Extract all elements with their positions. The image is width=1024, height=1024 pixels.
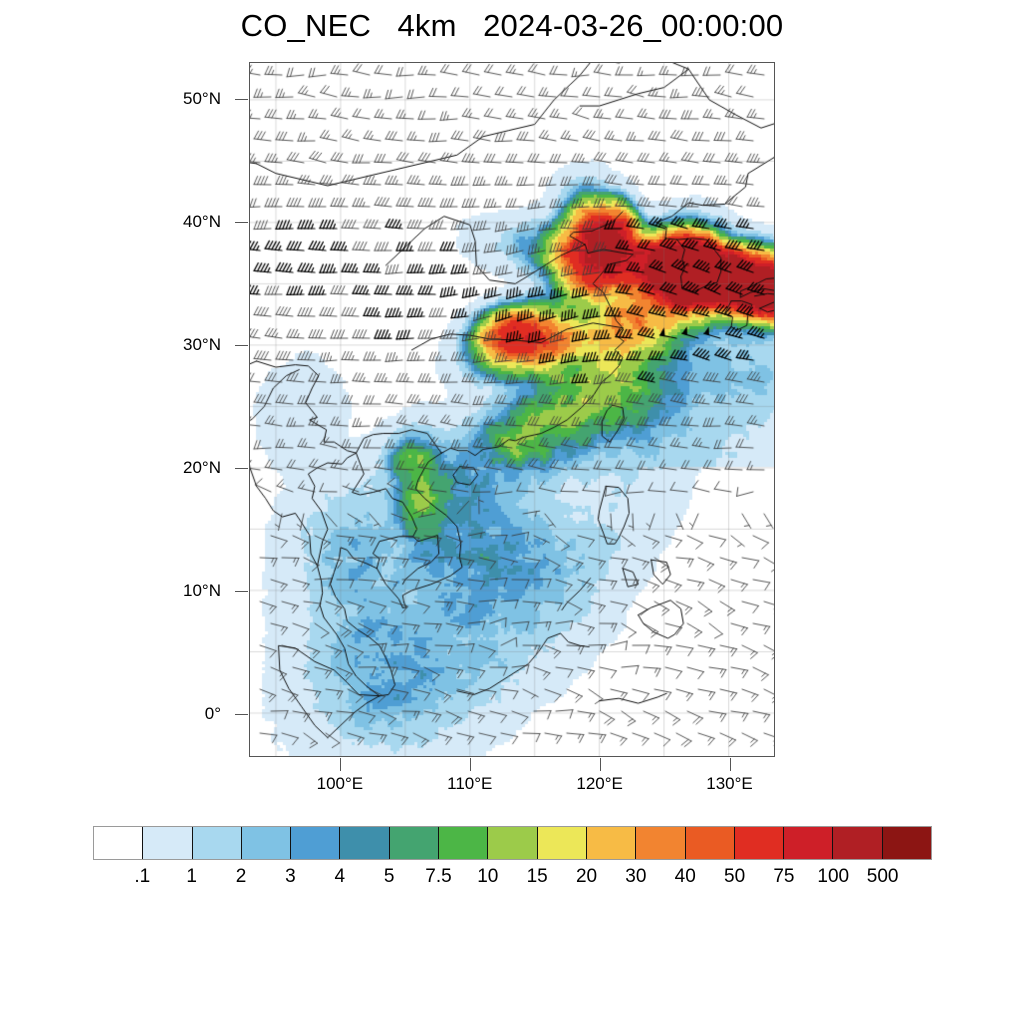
colorbar-tick-label: 15 [526,866,548,887]
colorbar-segment [734,827,785,859]
y-axis-tick-mark [235,713,248,715]
y-axis-tick-label: 50°N [183,88,221,108]
y-axis-tick-mark [235,221,248,223]
x-axis-tick-label: 130°E [706,774,753,793]
y-axis-tick-mark [235,98,248,100]
y-axis-tick-label: 10°N [183,580,221,600]
y-axis-tick-label: 20°N [183,457,221,477]
y-axis-tick-mark [235,590,248,592]
colorbar-segment [241,827,292,859]
colorbar-segments [93,826,932,860]
colorbar-segment [488,827,538,859]
colorbar-segment [291,827,341,859]
colorbar-segment [636,827,686,859]
page-title: CO_NEC 4km 2024-03-26_00:00:00 [240,8,784,43]
colorbar-tick-label: 10 [477,866,499,887]
colorbar-tick-label: 500 [866,866,899,887]
colorbar-segment [784,827,834,859]
colorbar-segment [685,827,735,859]
y-axis-tick-label: 30°N [183,334,221,354]
colorbar-segment [537,827,587,859]
y-axis-tick-mark [235,344,248,346]
x-axis-tick-mark [469,758,471,771]
wind-barb-layer [250,63,774,756]
y-axis-tick-mark [235,467,248,469]
colorbar-segment [439,827,489,859]
x-axis-tick-mark [599,758,601,771]
colorbar-tick-label: 75 [773,866,795,887]
colorbar-tick-label: 5 [383,866,395,887]
colorbar-tick-label: .1 [134,866,151,887]
colorbar-segment [586,827,637,859]
colorbar-tick-label: 20 [575,866,598,887]
colorbar-tick-label: 4 [334,866,346,887]
x-axis-tick-label: 120°E [576,774,623,793]
colorbar-segment [94,827,144,859]
colorbar-segment [340,827,390,859]
x-axis-tick-label: 100°E [316,774,364,793]
colorbar-segment [192,827,242,859]
colorbar-tick-label: 40 [674,866,696,887]
colorbar-tick-label: 1 [186,866,197,887]
colorbar-tick-label: 3 [285,866,296,887]
y-axis-tick-label: 40°N [183,211,221,231]
colorbar-tick-label: 50 [724,866,746,887]
colorbar-tick-label: 2 [235,866,247,887]
map-panel[interactable] [249,62,775,757]
x-axis-tick-mark [339,758,341,771]
colorbar-segment [389,827,440,859]
colorbar-segment [882,827,932,859]
colorbar-tick-label: 7.5 [425,866,452,887]
colorbar-segment [143,827,193,859]
colorbar[interactable] [93,826,932,860]
x-axis-tick-label: 110°E [447,774,493,793]
colorbar-segment [833,827,883,859]
colorbar-tick-label: 100 [817,866,850,887]
colorbar-tick-label: 30 [625,866,647,887]
x-axis-tick-mark [729,758,731,771]
y-axis-tick-label: 0° [204,703,221,723]
